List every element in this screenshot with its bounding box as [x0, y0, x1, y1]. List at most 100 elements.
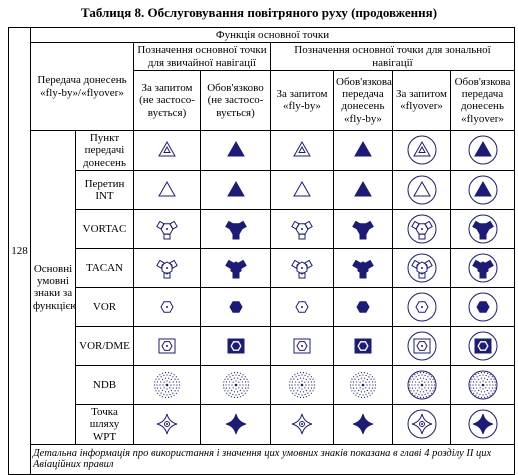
note: Детальна інформація про використання і з…: [30, 443, 515, 475]
symbol-dot: [227, 373, 229, 376]
row: Основні умовні знаки за функцією Пункт пе…: [9, 129, 515, 445]
symbol-dot: [230, 372, 232, 374]
symbol-part: [231, 342, 240, 350]
flyover-circle: [468, 214, 497, 244]
symbol-dot: [164, 371, 167, 374]
symbol-dot: [166, 305, 168, 308]
symbol: [468, 409, 497, 439]
symbol-dot: [420, 394, 423, 396]
symbol-dot: [469, 384, 471, 386]
symbol-dot: [366, 389, 368, 391]
symbol-dot: [172, 392, 174, 394]
symbol-part: [473, 180, 492, 197]
symbol-dot: [351, 378, 353, 380]
symbol-dot: [296, 372, 299, 374]
symbol-dot: [298, 393, 300, 395]
symbol-dot: [362, 388, 364, 390]
symbol-dot: [239, 389, 241, 391]
symbol-dot: [241, 387, 243, 389]
symbol-cell: [200, 208, 271, 249]
symbol-dot: [363, 371, 366, 374]
symbol-cell: [392, 364, 451, 405]
symbol-dot: [164, 396, 167, 398]
symbol-dot: [470, 390, 473, 392]
symbol-part: [415, 341, 428, 351]
symbol-dot: [427, 381, 429, 383]
symbol-dot: [476, 392, 478, 394]
symbol-dot: [430, 384, 433, 386]
symbol-dot: [173, 373, 175, 376]
symbol: [291, 220, 313, 240]
symbol-dot: [357, 395, 360, 398]
symbol-dot: [173, 384, 175, 386]
symbol-dot: [296, 395, 299, 398]
symbol-dot: [360, 396, 363, 398]
symbol-cell: [270, 129, 334, 171]
symbol-dot: [167, 391, 170, 393]
symbol-dot: [477, 372, 479, 374]
symbol-dot: [358, 378, 360, 381]
symbol: [354, 180, 372, 197]
symbol-dot: [359, 387, 361, 389]
symbol-part: [473, 141, 492, 157]
symbol-dot: [172, 381, 174, 383]
symbol-dot: [416, 389, 418, 391]
symbol-dot: [428, 390, 431, 392]
symbol: [293, 141, 311, 157]
symbol-cell: [200, 325, 271, 366]
symbol-dot: [299, 377, 302, 379]
symbol-dot: [170, 395, 173, 398]
symbol-dot: [477, 389, 479, 391]
symbol-dot: [244, 375, 246, 378]
symbol: [468, 175, 497, 205]
symbol: [356, 301, 370, 313]
symbol-part: [156, 414, 178, 435]
symbol-dot: [430, 375, 432, 378]
symbol-dot: [230, 395, 232, 398]
symbol-dot: [371, 387, 374, 389]
symbol-dot: [310, 381, 313, 383]
symbol-dot: [302, 391, 305, 393]
symbol-dot: [301, 394, 303, 396]
symbol-dot: [222, 381, 224, 383]
row: TACAN: [9, 247, 515, 288]
symbol-dot: [289, 387, 291, 389]
symbol-dot: [222, 384, 224, 386]
symbol-dot: [487, 392, 489, 394]
symbol-cell: [333, 208, 393, 249]
symbol-dot: [365, 387, 367, 389]
symbol-dot: [167, 396, 170, 398]
symbol-cell: [200, 247, 271, 288]
symbol-dot: [358, 384, 360, 386]
flyover-circle: [407, 253, 436, 283]
symbol-dot: [474, 373, 476, 376]
symbol-dot: [413, 394, 415, 396]
symbol-dot: [227, 394, 229, 396]
symbol-dot: [416, 378, 418, 381]
symbol-dot: [174, 378, 176, 380]
symbol-dot: [237, 374, 240, 376]
symbol-dot: [430, 392, 432, 394]
symbol: [354, 141, 372, 157]
row-label: Пункт передачі донесень: [75, 129, 134, 171]
symbol-dot: [170, 389, 172, 391]
symbol-dot: [353, 392, 355, 394]
symbol: [407, 253, 436, 283]
symbol-dot: [238, 384, 241, 386]
symbol-dot: [229, 392, 231, 394]
symbol: [468, 135, 497, 165]
symbol-dot: [363, 396, 366, 398]
symbol-dot: [160, 387, 162, 389]
symbol-dot: [162, 389, 164, 391]
symbol-dot: [489, 394, 491, 396]
symbol-part: [298, 146, 306, 154]
symbol-dot: [489, 378, 492, 380]
symbol-dot: [232, 387, 234, 389]
symbol-dot: [225, 375, 227, 378]
column-header: Обов'язкова передача донесень «flyover»: [450, 69, 515, 131]
symbol-dot: [166, 380, 168, 382]
symbol-dot: [247, 384, 249, 386]
symbol: [468, 331, 497, 361]
symbol-dot: [483, 396, 485, 398]
